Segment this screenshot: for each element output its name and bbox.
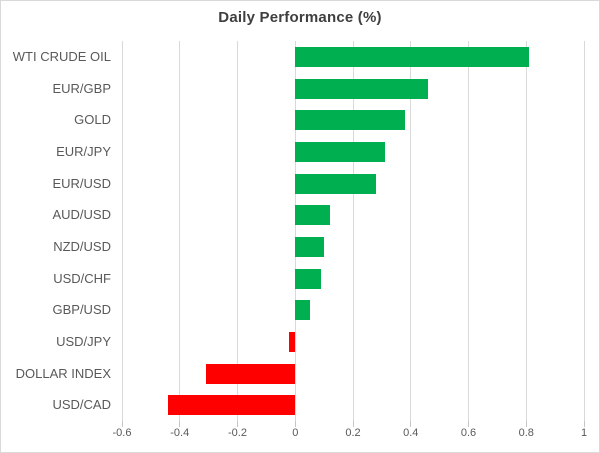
tick-mark xyxy=(237,421,238,427)
x-tick-label: 0.4 xyxy=(403,427,419,439)
tick-mark xyxy=(179,421,181,427)
bar-usd-jpy xyxy=(289,331,296,352)
bar-gold xyxy=(295,110,405,131)
tick-mark xyxy=(352,421,354,427)
bar-eur-jpy xyxy=(295,141,385,162)
x-tick-label: -0.6 xyxy=(112,427,132,439)
x-tick-label: -0.4 xyxy=(170,427,190,439)
gridline-0.4 xyxy=(410,41,412,421)
category-label-usd-chf: USD/CHF xyxy=(53,270,111,286)
x-tick-label: 1 xyxy=(580,427,588,439)
gridline-1 xyxy=(583,41,585,421)
bar-usd-cad xyxy=(168,395,296,416)
bar-dollar-index xyxy=(205,363,296,384)
category-label-eur-usd: EUR/USD xyxy=(52,175,111,191)
category-label-aud-usd: AUD/USD xyxy=(52,207,111,223)
category-label-usd-jpy: USD/JPY xyxy=(56,333,111,349)
gridline--0.4 xyxy=(179,41,181,421)
category-label-gbp-usd: GBP/USD xyxy=(52,302,111,318)
bar-aud-usd xyxy=(295,205,330,226)
tick-mark xyxy=(583,421,585,427)
chart-title: Daily Performance (%) xyxy=(218,9,382,26)
tick-mark xyxy=(410,421,412,427)
x-tick-label: 0.2 xyxy=(345,427,361,439)
bar-eur-gbp xyxy=(295,78,429,99)
gridline--0.6 xyxy=(121,41,123,421)
category-label-gold: GOLD xyxy=(74,112,111,128)
gridline-0 xyxy=(294,41,296,421)
x-tick-label: 0.8 xyxy=(518,427,534,439)
bar-gbp-usd xyxy=(295,300,310,321)
bar-wti-crude-oil xyxy=(295,46,530,67)
category-label-nzd-usd: NZD/USD xyxy=(53,238,111,254)
plot-area xyxy=(121,41,585,427)
x-tick-label: -0.2 xyxy=(228,427,247,439)
bar-eur-usd xyxy=(295,173,377,194)
tick-mark xyxy=(121,421,123,427)
category-axis: WTI CRUDE OIL EUR/GBP GOLD EUR/JPY EUR/USD AU… xyxy=(1,41,113,421)
tick-mark xyxy=(468,421,469,427)
category-label-wti-crude-oil: WTI CRUDE OIL xyxy=(12,48,111,64)
gridline-0.8 xyxy=(525,41,527,421)
x-tick-label: 0 xyxy=(292,427,299,439)
bar-usd-chf xyxy=(295,268,322,289)
x-tick-label: 0.6 xyxy=(460,427,477,439)
tick-mark xyxy=(525,421,527,427)
category-label-eur-gbp: EUR/GBP xyxy=(52,80,111,96)
bar-nzd-usd xyxy=(295,236,325,257)
gridline--0.2 xyxy=(237,41,238,421)
gridline-0.2 xyxy=(352,41,354,421)
value-axis: -0.6 -0.4 -0.2 0 0.2 0.4 0.6 0.8 1 xyxy=(113,425,588,445)
gridline-0.6 xyxy=(468,41,469,421)
tick-mark xyxy=(294,421,296,427)
category-label-dollar-index: DOLLAR INDEX xyxy=(15,365,111,381)
category-label-eur-jpy: EUR/JPY xyxy=(56,143,111,159)
category-label-usd-cad: USD/CAD xyxy=(52,397,111,413)
